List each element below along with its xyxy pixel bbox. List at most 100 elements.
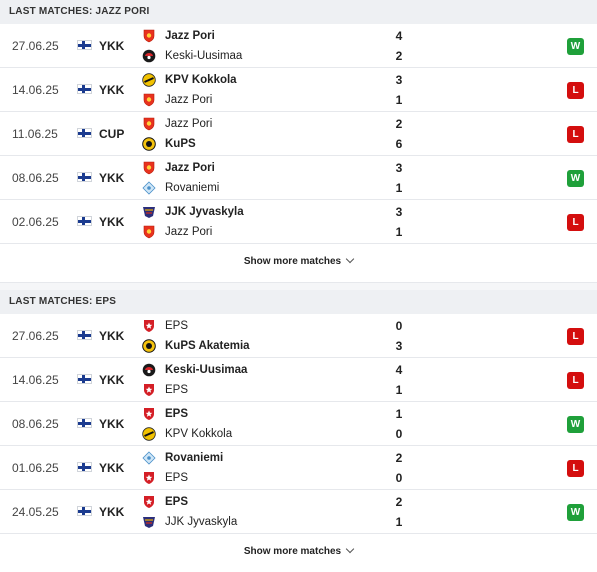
show-more-matches-link[interactable]: Show more matches: [0, 244, 597, 282]
keski-crest-icon: [142, 49, 156, 63]
team-name: EPS: [165, 472, 189, 484]
match-date: 24.05.25: [12, 505, 59, 519]
team-name: EPS: [165, 320, 189, 332]
kpv-crest-icon: [142, 427, 156, 441]
competition-label: YKK: [99, 83, 125, 97]
away-team: KuPS: [142, 134, 196, 154]
home-score: 3: [395, 73, 403, 87]
team-name: Jazz Pori: [165, 226, 213, 238]
competition-label: YKK: [99, 171, 125, 185]
team-name: Jazz Pori: [165, 118, 213, 130]
competition-label: CUP: [99, 127, 125, 141]
away-team: Jazz Pori: [142, 90, 212, 110]
result-badge: L: [567, 372, 584, 389]
section-header: LAST MATCHES: EPS: [0, 290, 597, 314]
match-row[interactable]: 08.06.25 YKK Jazz Pori Rovaniemi 3 1 W: [0, 156, 597, 200]
away-score: 0: [395, 427, 403, 441]
competition-label: YKK: [99, 215, 125, 229]
jazz-crest-icon: [142, 225, 156, 239]
match-row[interactable]: 11.06.25 CUP Jazz Pori KuPS 2 6 L: [0, 112, 597, 156]
finland-flag-icon: [77, 462, 92, 472]
match-date: 11.06.25: [12, 127, 58, 141]
match-row[interactable]: 08.06.25 YKK EPS KPV Kokkola 1 0 W: [0, 402, 597, 446]
home-team: Jazz Pori: [142, 158, 215, 178]
rova-crest-icon: [142, 181, 156, 195]
eps-crest-icon: [142, 471, 156, 485]
eps-crest-icon: [142, 383, 156, 397]
home-score: 4: [395, 363, 403, 377]
match-date: 02.06.25: [12, 215, 59, 229]
match-row[interactable]: 24.05.25 YKK EPS JJK Jyvaskyla 2 1 W: [0, 490, 597, 534]
section-header: LAST MATCHES: JAZZ PORI: [0, 0, 597, 24]
home-team: Rovaniemi: [142, 448, 223, 468]
finland-flag-icon: [77, 40, 92, 50]
keski-crest-icon: [142, 363, 156, 377]
away-team: KPV Kokkola: [142, 424, 232, 444]
finland-flag-icon: [77, 330, 92, 340]
home-team: KPV Kokkola: [142, 70, 237, 90]
result-badge: L: [567, 214, 584, 231]
match-date: 14.06.25: [12, 373, 59, 387]
finland-flag-icon: [77, 172, 92, 182]
show-more-label: Show more matches: [243, 546, 342, 557]
kups-crest-icon: [142, 137, 156, 151]
eps-crest-icon: [142, 495, 156, 509]
match-row[interactable]: 27.06.25 YKK EPS KuPS Akatemia 0 3 L: [0, 314, 597, 358]
away-score: 1: [395, 181, 403, 195]
team-name: KPV Kokkola: [165, 74, 237, 86]
team-name: Jazz Pori: [165, 162, 215, 174]
finland-flag-icon: [77, 418, 92, 428]
home-team: Jazz Pori: [142, 26, 215, 46]
away-team: Keski-Uusimaa: [142, 46, 242, 66]
match-row[interactable]: 27.06.25 YKK Jazz Pori Keski-Uusimaa 4 2 W: [0, 24, 597, 68]
team-name: Keski-Uusimaa: [165, 364, 248, 376]
team-name: JJK Jyvaskyla: [165, 206, 244, 218]
home-team: Jazz Pori: [142, 114, 212, 134]
team-name: Jazz Pori: [165, 94, 213, 106]
home-score: 2: [395, 117, 403, 131]
home-score: 4: [395, 29, 403, 43]
away-team: EPS: [142, 380, 188, 400]
result-badge: W: [567, 170, 584, 187]
team-name: EPS: [165, 408, 189, 420]
competition-label: YKK: [99, 39, 125, 53]
away-score: 2: [395, 49, 403, 63]
team-name: Keski-Uusimaa: [165, 50, 243, 62]
home-team: Keski-Uusimaa: [142, 360, 247, 380]
competition-label: YKK: [99, 505, 125, 519]
result-badge: W: [567, 38, 584, 55]
match-row[interactable]: 01.06.25 YKK Rovaniemi EPS 2 0 L: [0, 446, 597, 490]
competition-label: YKK: [99, 329, 125, 343]
match-date: 27.06.25: [12, 39, 59, 53]
match-date: 27.06.25: [12, 329, 59, 343]
finland-flag-icon: [77, 128, 92, 138]
finland-flag-icon: [77, 216, 92, 226]
home-score: 0: [395, 319, 403, 333]
team-name: KPV Kokkola: [165, 428, 233, 440]
kups-crest-icon: [142, 339, 156, 353]
match-row[interactable]: 14.06.25 YKK Keski-Uusimaa EPS 4 1 L: [0, 358, 597, 402]
home-team: JJK Jyvaskyla: [142, 202, 244, 222]
match-row[interactable]: 14.06.25 YKK KPV Kokkola Jazz Pori 3 1 L: [0, 68, 597, 112]
competition-label: YKK: [99, 373, 125, 387]
show-more-matches-link[interactable]: Show more matches: [0, 534, 597, 572]
away-score: 3: [395, 339, 403, 353]
match-row[interactable]: 02.06.25 YKK JJK Jyvaskyla Jazz Pori 3 1 L: [0, 200, 597, 244]
home-team: EPS: [142, 492, 188, 512]
finland-flag-icon: [77, 506, 92, 516]
team-name: KuPS Akatemia: [165, 340, 250, 352]
result-badge: L: [567, 460, 584, 477]
away-score: 1: [395, 225, 403, 239]
result-badge: L: [567, 126, 584, 143]
home-score: 1: [395, 407, 403, 421]
competition-label: YKK: [99, 417, 125, 431]
result-badge: W: [567, 416, 584, 433]
away-score: 6: [395, 137, 403, 151]
kpv-crest-icon: [142, 73, 156, 87]
jjk-crest-icon: [142, 515, 156, 529]
show-more-label: Show more matches: [243, 256, 342, 267]
section-divider: [0, 282, 597, 290]
home-score: 2: [395, 495, 403, 509]
away-score: 1: [395, 515, 403, 529]
home-score: 3: [395, 205, 403, 219]
